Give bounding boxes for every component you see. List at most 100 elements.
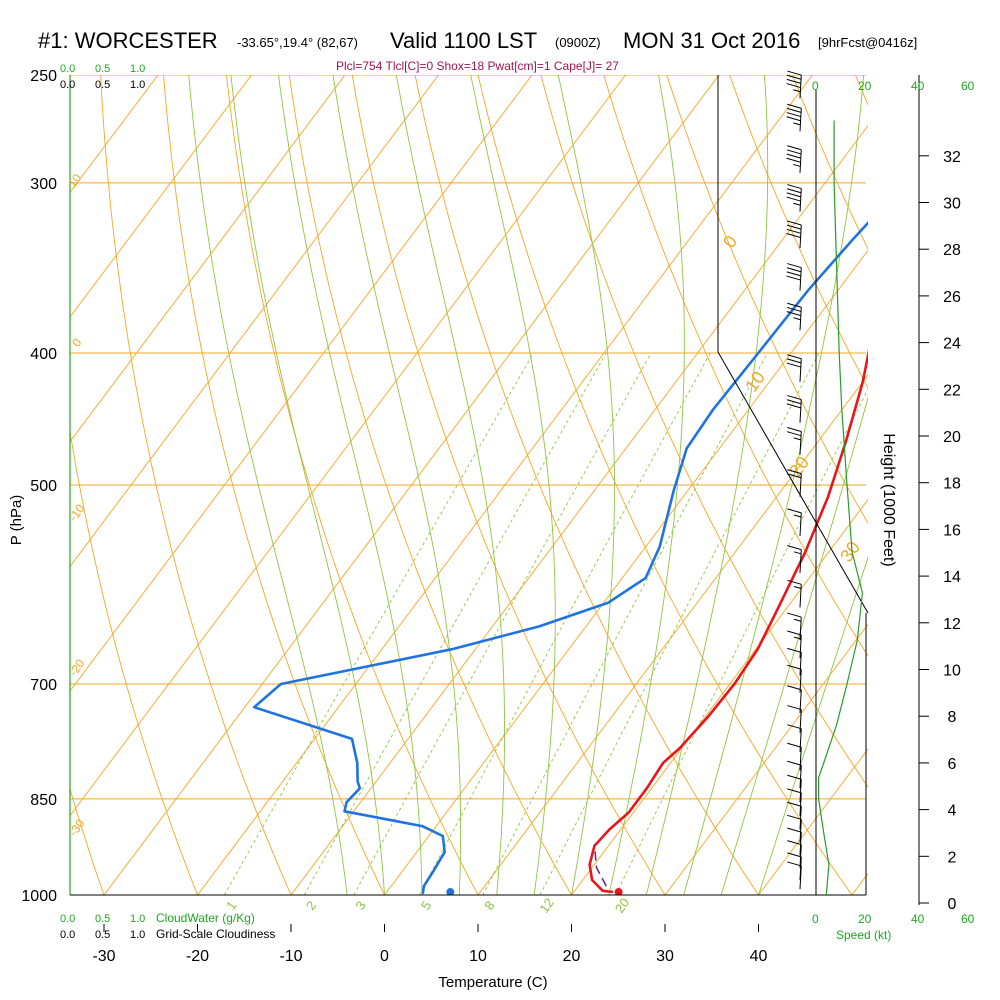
wind-barb-flag [786,358,802,364]
wind-barb-flag [786,224,802,230]
wind-barb [787,788,802,817]
cloudwater-tick-bottom-2: 1.0 [130,913,145,925]
wind-speed-line [818,120,864,896]
forecast-info: [9hrFcst@0416z] [818,35,918,50]
wind-barb-half [793,89,801,93]
mixing-ratio-line [353,352,652,895]
wind-barb-flag [786,192,801,198]
isotherm [384,249,868,895]
speed-tick-top-60: 60 [961,79,975,93]
pressure-tick-label: 300 [30,176,57,193]
x-tick-label: -10 [279,948,302,965]
wind-barb [787,508,802,537]
dry-adiabat [70,429,198,895]
wind-barb-flag [787,395,802,401]
dry-adiabat-label: 0 [69,336,84,350]
pressure-tick-label: 1000 [21,888,57,905]
wind-barb-flag [787,742,802,748]
wind-barb-staff [799,779,802,803]
height-tick-label: 4 [948,803,957,820]
dry-adiabat [854,75,868,106]
wind-barb-flag [786,275,801,281]
valid-date: MON 31 Oct 2016 [623,28,801,53]
dry-adiabat-label: -10 [66,501,88,524]
wind-barb-staff [799,792,802,817]
mixing-ratio-label: 8 [481,898,497,913]
mixing-ratio-label: 12 [536,895,557,915]
temperature-line [588,348,868,894]
mixing-ratio-line [418,352,711,895]
speed-tick-bottom-20: 20 [858,912,872,926]
x-tick-label: 0 [380,948,389,965]
wind-barb-flag [787,354,802,360]
chart-title: #1: WORCESTER -33.65°,19.4° (82,67) Vali… [0,28,1000,62]
wind-barb [787,852,802,881]
dry-adiabat-label: -20 [66,656,88,679]
isotherm [197,75,813,895]
pressure-tick-label: 700 [30,677,57,694]
wind-barb-staff [799,669,802,693]
wind-barb-flag [786,267,802,273]
cloudiness-tick-bottom-0: 0.0 [60,929,75,941]
wind-barb-flag [787,814,802,820]
height-tick-label: 30 [943,196,961,213]
dry-adiabat [0,75,11,895]
wind-barb [786,70,802,99]
height-diagonal [717,351,869,614]
isotherm [758,748,868,895]
wind-barb-half [793,202,801,206]
height-tick-label: 14 [943,569,961,586]
x-tick-label: 20 [563,948,581,965]
speed-tick-top-20: 20 [858,79,872,93]
cloudwater-tick-bottom-1: 0.5 [95,913,110,925]
wind-barb-staff [799,765,802,789]
wind-barb-flag [786,153,801,159]
moist-adiabat [720,396,868,895]
wind-barb-flag [787,103,802,109]
dry-adiabat [70,787,105,895]
surface-temperature-point [614,888,623,895]
wind-barb [786,263,802,291]
moist-adiabat [557,75,615,895]
wind-barb-flag [786,107,802,113]
pressure-tick-label: 250 [30,68,57,85]
wind-barb-flag [787,647,802,653]
cloudwater-tick-top-1: 0.5 [95,63,110,75]
y-axis-label: P (hPa) [8,495,25,546]
dry-adiabat [603,75,868,657]
mixing-ratio-label: 20 [612,895,633,915]
wind-barb-flag [787,827,802,833]
x-tick-label: 10 [469,948,487,965]
isotherm [664,623,868,895]
wind-barb-flag [787,302,802,308]
cloudwater-tick-top-2: 1.0 [130,63,145,75]
mixing-ratio-line [539,352,820,895]
wind-barb-flag [787,469,802,475]
wind-barb-flag [787,852,802,858]
wind-barb-flag [787,705,802,711]
moist-adiabat [188,75,348,895]
wind-barb-flag [786,83,801,89]
wind-barb-flag [787,612,802,618]
wind-barb [787,545,802,573]
moist-adiabat [395,75,505,895]
wind-barb-flag [787,760,802,766]
dry-adiabat [100,75,292,895]
utc-time: (0900Z) [555,35,601,50]
height-tick-label: 2 [948,849,957,866]
height-tick-label: 6 [948,756,957,773]
wind-barb-flag [787,184,802,190]
wind-barb-flag [787,685,802,691]
wind-barb [787,664,802,693]
height-tick-label: 10 [943,663,961,680]
isotherm [851,872,868,895]
mixing-ratio-line [303,352,607,895]
wind-barb-half [793,317,801,321]
wind-barb-half [793,514,802,518]
wind-barb-half [793,163,801,167]
speed-tick-bottom-40: 40 [911,912,925,926]
wind-barb-flag [786,78,801,84]
dry-adiabat [477,75,853,895]
wind-barb [786,469,802,497]
